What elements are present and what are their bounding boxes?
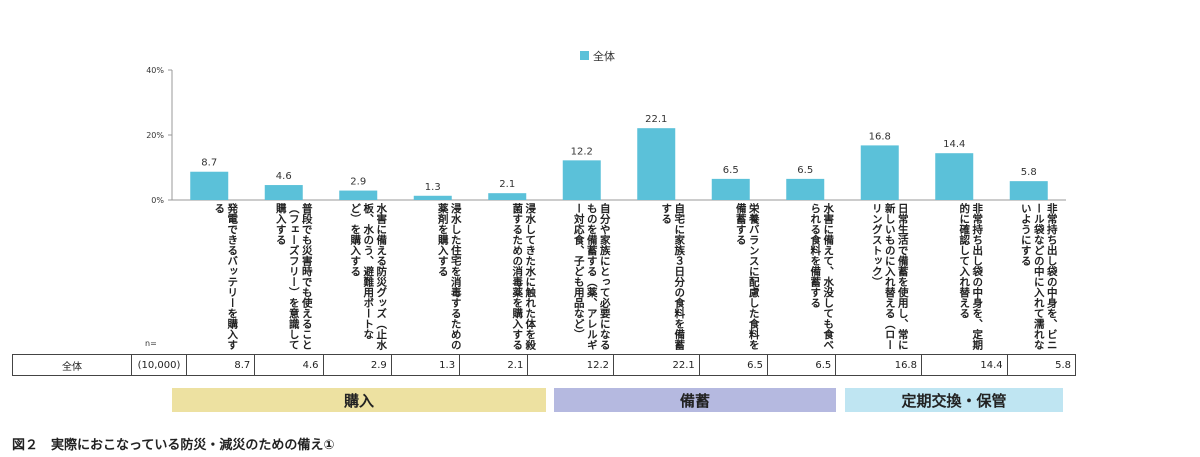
data-label: 22.1 [645,114,667,125]
bar [562,160,601,200]
table-cell: 6.5 [766,354,837,376]
group-band-replace-store: 定期交換・保管 [845,388,1063,412]
table-cell: 2.9 [322,354,392,376]
table-cell: 4.6 [254,354,324,376]
table-cell: 14.4 [920,354,1008,376]
category-label: 水害に備える防災グッズ（止水板、水のう、避難用ボートなど）を購入する [349,203,388,350]
category-label: 栄養バランスに配慮した食料を備蓄する [734,203,760,350]
data-label: 14.4 [943,139,965,150]
table-cell: 12.2 [527,354,615,376]
table-cell: 8.7 [185,354,256,376]
group-band-purchase: 購入 [172,388,546,412]
data-label: 4.6 [276,171,292,182]
legend-label: 全体 [593,49,615,63]
bar [190,171,229,200]
y-tick-label: 20% [146,131,164,140]
category-label: 非常持ち出し袋の中身を、ビニール袋などの中に入れて濡れないようにする [1019,203,1058,350]
bar [413,195,452,200]
legend: 全体 [580,49,615,63]
table-cell: 6.5 [698,354,769,376]
y-tick-label: 40% [146,66,164,75]
bars: 8.7 4.6 2.9 1.3 2.1 12.2 22.1 6.5 6.5 16.8 14.4 5.8 [190,114,1048,200]
data-label: 6.5 [797,165,813,176]
legend-swatch [580,51,589,60]
group-band-stockpile: 備蓄 [554,388,836,412]
data-label: 8.7 [201,158,217,169]
category-label: 浸水してきた水に触れた体を殺菌するための消毒薬を購入する [511,203,537,350]
data-label: 1.3 [425,182,441,193]
table-cell: 16.8 [835,354,922,376]
bar [860,145,899,200]
category-label: 発電できるバッテリーを購入する [213,203,239,350]
data-label: 2.9 [350,177,366,188]
data-label: 12.2 [571,146,593,157]
data-label: 5.8 [1021,167,1037,178]
data-table: 全体 (10,000) 8.7 4.6 2.9 1.3 2.1 12.2 22.1 6.5 6.… [12,354,1077,376]
y-axis: 0% 20% 40% [146,66,1066,205]
n-label: n= [145,339,157,348]
bar-chart: 全体 0% 20% 40% 8.7 4.6 2.9 1.3 2.1 12.2 22.1 6.5 6.… [146,49,1066,205]
table-cell: 2.1 [459,354,529,376]
data-label: 2.1 [499,179,515,190]
bar [264,185,303,200]
bar [339,190,378,200]
bar [488,193,527,200]
bar [935,153,974,200]
bar [637,128,676,200]
table-cell: 5.8 [1006,354,1077,376]
bar [1009,181,1048,200]
category-label: 普段でも災害時でも使えること（フェーズフリー）を意識して購入する [274,203,313,350]
table-row: 全体 (10,000) 8.7 4.6 2.9 1.3 2.1 12.2 22.1 6.5 6.… [12,354,1077,376]
data-label: 6.5 [723,165,739,176]
category-label: 非常持ち出し袋の中身を、定期的に確認して入れ替える [958,203,984,350]
category-label: 自分や家族にとって必要になるものを備蓄する（薬、アレルギー対応食、子ども用品など… [572,203,611,350]
table-cell: 22.1 [613,354,700,376]
category-label: 日常生活で備蓄を使用し、常に新しいものに入れ替える（ローリングストック） [870,203,909,350]
bar [711,178,750,200]
n-value: (10,000) [131,354,187,376]
table-cell: 1.3 [390,354,461,376]
category-label: 浸水した住宅を消毒するための薬剤を購入する [436,203,462,350]
bar [786,178,825,200]
row-label: 全体 [12,354,132,376]
data-label: 16.8 [869,131,891,142]
y-tick-label: 0% [151,196,164,205]
figure-caption: 図２ 実際におこなっている防災・減災のための備え① [12,438,335,453]
category-label: 水害に備えて、水没しても食べられる食料を備蓄する [809,203,835,350]
category-label: 自宅に家族３日分の食料を備蓄する [660,203,686,350]
